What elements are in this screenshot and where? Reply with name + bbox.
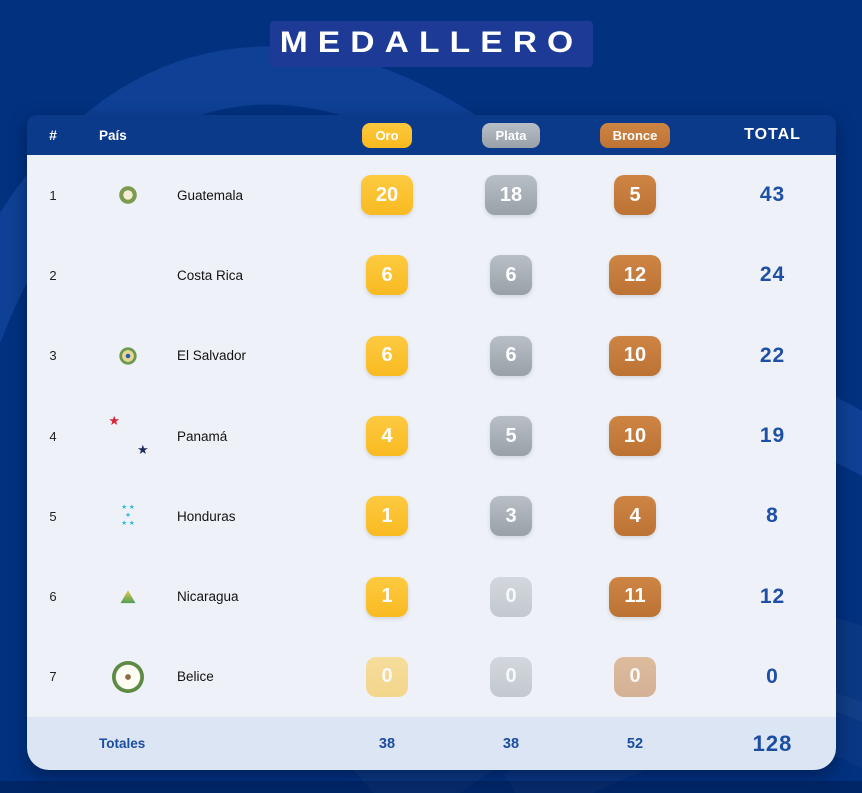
table-row: 5 Honduras 1 3 4 8 <box>27 476 836 556</box>
table-row: 1 Guatemala 20 18 5 43 <box>27 155 836 235</box>
totals-bronze: 52 <box>626 735 644 752</box>
total-count: 12 <box>759 584 786 608</box>
rank-value: 7 <box>49 669 57 685</box>
table-body: 1 Guatemala 20 18 5 43 2 Costa Rica 6 6 … <box>27 155 836 718</box>
country-name: Nicaragua <box>177 589 239 605</box>
country-name: Costa Rica <box>177 267 244 283</box>
totals-silver: 38 <box>502 735 520 752</box>
bronze-count-badge: 10 <box>608 416 662 457</box>
bronze-count-badge: 5 <box>614 175 656 216</box>
country-name: Honduras <box>177 508 236 524</box>
table-row: 4 Panamá 4 5 10 19 <box>27 396 836 476</box>
gold-count-badge: 1 <box>366 496 408 537</box>
totals-total: 128 <box>752 730 793 756</box>
bronze-count-badge: 0 <box>614 656 656 697</box>
gold-count-badge: 4 <box>366 416 408 457</box>
bronze-count-badge: 11 <box>609 576 661 617</box>
country-column-header: País <box>99 127 127 143</box>
gold-column-header: Oro <box>362 122 412 148</box>
country-name: El Salvador <box>177 348 247 364</box>
table-row: 6 Nicaragua 1 0 11 12 <box>27 556 836 636</box>
table-totals-row: Totales 38 38 52 128 <box>27 717 836 771</box>
total-count: 19 <box>759 424 786 448</box>
title-band: MEDALLERO <box>269 21 593 67</box>
gold-count-badge: 6 <box>366 255 408 296</box>
gold-count-badge: 6 <box>366 335 408 376</box>
country-name: Guatemala <box>177 187 244 203</box>
silver-count-badge: 18 <box>484 175 538 216</box>
silver-count-badge: 0 <box>490 656 532 697</box>
totals-label: Totales <box>99 736 146 752</box>
rank-value: 3 <box>49 348 57 364</box>
bronze-count-badge: 4 <box>614 496 656 537</box>
country-name: Belice <box>177 669 214 685</box>
medal-table: # País Oro Plata Bronce TOTAL 1 Guatemal… <box>27 115 836 771</box>
totals-gold: 38 <box>378 735 396 752</box>
silver-count-badge: 0 <box>490 576 532 617</box>
page-title: MEDALLERO <box>279 26 583 59</box>
gold-count-badge: 0 <box>366 656 408 697</box>
gold-count-badge: 1 <box>366 576 408 617</box>
table-row: 2 Costa Rica 6 6 12 24 <box>27 235 836 315</box>
total-count: 22 <box>759 343 786 367</box>
gold-count-badge: 20 <box>360 175 414 216</box>
total-column-header: TOTAL <box>744 126 801 143</box>
rank-value: 5 <box>49 508 57 524</box>
silver-count-badge: 6 <box>490 335 532 376</box>
table-header-row: # País Oro Plata Bronce TOTAL <box>27 115 836 155</box>
rank-column-header: # <box>49 127 57 143</box>
rank-value: 6 <box>49 589 57 605</box>
bronze-count-badge: 12 <box>608 255 662 296</box>
silver-count-badge: 5 <box>490 416 532 457</box>
silver-count-badge: 3 <box>490 496 532 537</box>
silver-column-header: Plata <box>482 122 540 148</box>
bronze-column-header: Bronce <box>599 122 671 148</box>
total-count: 0 <box>766 664 779 688</box>
total-count: 43 <box>759 183 786 207</box>
rank-value: 4 <box>49 428 57 444</box>
rank-value: 2 <box>49 267 57 283</box>
rank-value: 1 <box>49 187 57 203</box>
bronze-count-badge: 10 <box>608 335 662 376</box>
page-header: MEDALLERO <box>0 21 862 67</box>
total-count: 8 <box>766 504 779 528</box>
total-count: 24 <box>759 263 786 287</box>
table-row: 3 El Salvador 6 6 10 22 <box>27 316 836 396</box>
table-row: 7 Belice 0 0 0 0 <box>27 637 836 717</box>
silver-count-badge: 6 <box>490 255 532 296</box>
country-name: Panamá <box>177 428 228 444</box>
